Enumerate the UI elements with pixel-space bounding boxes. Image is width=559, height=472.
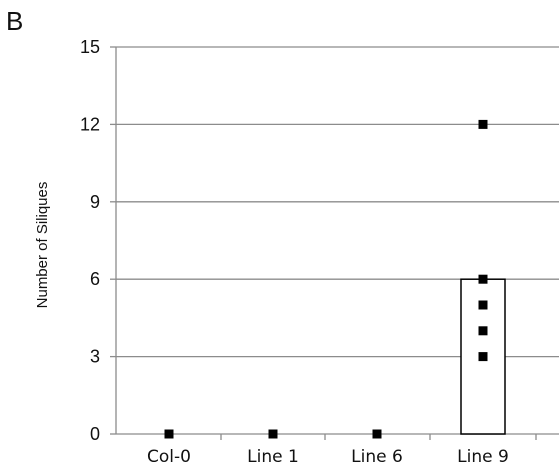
x-category-label-line-6: Line 6 xyxy=(351,447,403,467)
y-tick-label-9: 9 xyxy=(90,192,100,212)
y-tick-label-6: 6 xyxy=(90,269,100,289)
x-category-label-col-0: Col-0 xyxy=(147,447,191,467)
tick-labels: 0 3 6 9 12 15 Col-0 Line 1 Line 6 Line 9 xyxy=(80,37,509,467)
data-points xyxy=(164,119,488,439)
x-category-label-line-1: Line 1 xyxy=(247,447,299,467)
data-point xyxy=(478,300,488,310)
data-point xyxy=(478,352,488,362)
y-tick-label-3: 3 xyxy=(90,347,100,367)
x-category-label-line-9: Line 9 xyxy=(457,447,509,467)
y-axis-title: Number of Siliques xyxy=(34,182,51,309)
y-tick-label-12: 12 xyxy=(80,114,100,134)
data-point xyxy=(478,119,488,129)
data-point xyxy=(478,326,488,336)
data-point xyxy=(164,429,174,439)
data-point xyxy=(268,429,278,439)
y-tick-label-0: 0 xyxy=(90,424,100,444)
panel-label: B xyxy=(6,6,24,36)
y-tick-label-15: 15 xyxy=(80,37,100,57)
data-point xyxy=(372,429,382,439)
data-point xyxy=(478,274,488,284)
